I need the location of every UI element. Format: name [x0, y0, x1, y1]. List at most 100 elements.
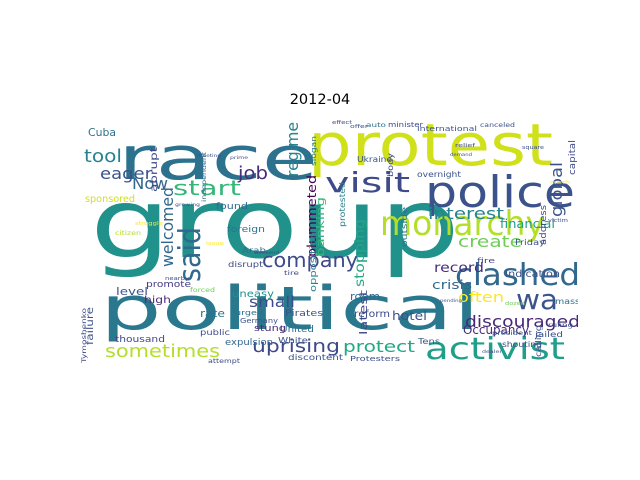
- word-victim: victim: [548, 218, 568, 224]
- word-weekend: weekend: [254, 250, 280, 255]
- word-protested: protested: [338, 182, 347, 227]
- word-start: start: [173, 176, 241, 200]
- word-ruling: ruling: [548, 322, 573, 329]
- word-international: international: [417, 125, 477, 133]
- word-pending: pending: [440, 298, 463, 303]
- word-meeting: meeting: [197, 153, 222, 158]
- word-struggle: struggle: [135, 221, 163, 227]
- word-issue: issue: [206, 241, 224, 247]
- word-united: United: [280, 325, 314, 335]
- word-white: White: [278, 336, 308, 345]
- word-indication: indication: [505, 269, 560, 280]
- word-plummeted: plummeted: [305, 175, 319, 257]
- word-independent: independent: [201, 151, 208, 202]
- word-attempt: attempt: [208, 358, 241, 365]
- word-shouting: shouting: [502, 340, 542, 349]
- word-sponsored: sponsored: [85, 194, 135, 205]
- word-overnight: overnight: [417, 170, 461, 179]
- word-company: company: [262, 248, 358, 272]
- word-tool: tool: [84, 146, 122, 167]
- word-hotel: hotel: [392, 309, 427, 323]
- word-welcomed: welcomed: [158, 187, 177, 267]
- word-calling: calling: [534, 325, 543, 357]
- word-wa: wa: [516, 283, 558, 316]
- word-political: political: [100, 274, 480, 344]
- word-promote: promote: [146, 280, 192, 290]
- word-financial: financial: [500, 217, 555, 231]
- word-occupancy: Occupancy: [463, 323, 529, 337]
- word-reform: reform: [354, 309, 390, 320]
- word-capital: capital: [568, 140, 578, 175]
- word-thousand: thousand: [115, 335, 165, 345]
- word-prime: prime: [230, 155, 249, 160]
- word-activist: activist: [425, 332, 565, 366]
- word-tymoshenko: Tymoshenko: [81, 308, 88, 365]
- word-canceled: canceled: [480, 122, 515, 129]
- word-protest: protest: [308, 117, 553, 179]
- word-arab: Arab: [242, 246, 266, 255]
- word-uprising: uprising: [252, 336, 340, 357]
- word-growing: growing: [175, 202, 201, 207]
- word-auto: auto: [366, 122, 386, 129]
- word-found: found: [216, 202, 248, 212]
- word-body: body: [386, 153, 395, 177]
- word-high: high: [144, 295, 171, 306]
- word-forced: forced: [190, 287, 215, 294]
- word-race: race: [118, 124, 318, 194]
- word-citizen: citizen: [115, 230, 141, 237]
- word-foreign: foreign: [227, 225, 265, 235]
- word-group: group: [90, 168, 460, 280]
- word-said: said: [173, 227, 208, 282]
- word-public: public: [200, 328, 230, 337]
- word-slogan: slogan: [310, 136, 318, 166]
- word-ukraine: Ukraine: [357, 155, 392, 164]
- word-protect: protect: [343, 337, 415, 356]
- word-pirates: Pirates: [285, 309, 323, 319]
- word-protesters: Protesters: [350, 355, 400, 363]
- word-create: create: [458, 232, 522, 251]
- word-friday: Friday: [515, 238, 545, 247]
- word-small: small: [249, 293, 295, 311]
- word-opposition: opposition: [309, 232, 319, 292]
- word-police: police: [425, 167, 575, 218]
- word-discontent: discontent: [288, 353, 343, 362]
- word-interest: interest: [428, 204, 504, 223]
- word-discouraged: discouraged: [465, 312, 578, 331]
- word-fire: fire: [477, 257, 495, 265]
- word-expulsion: expulsion: [225, 338, 273, 348]
- word-president: president: [492, 330, 533, 337]
- word-job: job: [237, 163, 268, 184]
- word-level: level: [116, 285, 148, 298]
- word-march: march: [550, 180, 570, 186]
- word-urged: urged: [235, 309, 263, 317]
- word-offer: offer: [350, 124, 369, 130]
- word-room: room: [350, 290, 380, 303]
- word-disrupt: disrupt: [228, 260, 263, 269]
- word-latest: latest: [357, 289, 370, 335]
- word-often: often: [458, 290, 504, 306]
- chart-title: 2012-04: [289, 92, 351, 108]
- word-nearby: nearby: [165, 276, 189, 282]
- word-record: record: [434, 261, 484, 276]
- word-cuba: Cuba: [88, 126, 116, 139]
- word-demand: demand: [450, 152, 473, 157]
- word-uneasy: uneasy: [232, 289, 274, 300]
- word-eager: eager: [100, 164, 152, 183]
- word-now: Now: [132, 174, 168, 193]
- word-failure: failure: [85, 307, 96, 345]
- word-stopping: stopping: [353, 219, 368, 287]
- word-germany: Germany: [240, 317, 278, 325]
- word-stung: stung: [254, 324, 286, 334]
- word-minister: minister: [388, 121, 423, 129]
- word-monarchy: monarchy: [380, 204, 545, 244]
- word-tens: Tens: [417, 337, 440, 346]
- word-relief: relief: [455, 143, 475, 149]
- word-crisis: crisis: [432, 278, 472, 292]
- word-dealer: dealer: [482, 349, 503, 354]
- word-square: square: [522, 145, 544, 151]
- word-regime: regime: [283, 122, 302, 177]
- word-banking: banking: [314, 197, 327, 257]
- word-mass: mass: [555, 297, 578, 306]
- word-effect: effect: [332, 120, 352, 126]
